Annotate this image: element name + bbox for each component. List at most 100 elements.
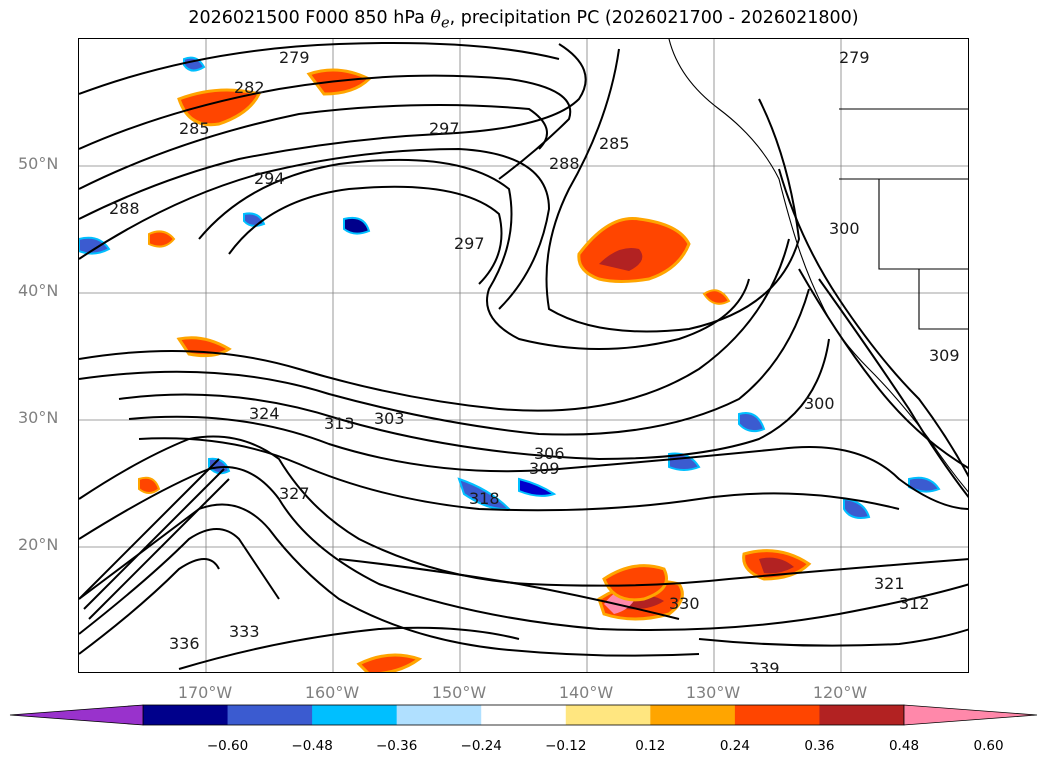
contour-label: 309 [529, 459, 560, 478]
contour-label: 297 [454, 234, 485, 253]
contour-333 [338, 558, 680, 620]
contour-318 [79, 435, 968, 587]
colorbar-tick-label: −0.12 [545, 738, 587, 754]
contour-279 [79, 42, 560, 95]
contour-label-group: 279 282 285 288 294 297 297 285 288 300 … [109, 48, 960, 672]
contour-label: 309 [929, 346, 960, 365]
contour-303 [79, 288, 810, 436]
colorbar-tick-label: −0.24 [460, 738, 502, 754]
lon-label: 170°W [177, 683, 233, 702]
title-subscript: e [440, 14, 450, 32]
precip-negative-9 [843, 497, 871, 519]
colorbar-cell [396, 705, 482, 725]
contour-330 [79, 558, 220, 655]
colorbar [9, 704, 1038, 726]
state-borders [839, 108, 968, 330]
colorbar-extend-right [903, 704, 1038, 726]
contour-front-3 [79, 458, 220, 600]
precip-negative-6 [79, 236, 111, 255]
precip-core-north-pacific [599, 248, 643, 271]
precip-negative-4 [343, 216, 371, 235]
lon-label: 150°W [431, 683, 487, 702]
contour-label: 327 [279, 484, 310, 503]
contour-label: 282 [234, 78, 265, 97]
colorbar-cell [565, 705, 651, 725]
contour-label: 312 [899, 594, 930, 613]
precip-patch-west [148, 230, 176, 248]
colorbar-tick-label: 0.12 [635, 738, 666, 754]
title-prefix: 2026021500 F000 850 hPa [188, 8, 431, 28]
lat-label: 40°N [18, 281, 59, 300]
colorbar-tick-label: 0.36 [804, 738, 835, 754]
lon-label: 140°W [558, 683, 614, 702]
contour-label: 333 [229, 622, 260, 641]
precip-patch-southwest [138, 476, 161, 494]
colorbar-cell [143, 705, 229, 725]
contour-label: 321 [874, 574, 905, 593]
lat-label: 30°N [18, 408, 59, 427]
theta-e-contours [79, 42, 968, 670]
colorbar-cell [734, 705, 820, 725]
contour-label: 297 [429, 119, 460, 138]
contour-285-inner [545, 48, 801, 333]
contour-label: 306 [534, 444, 565, 463]
lat-label: 50°N [18, 154, 59, 173]
contour-label: 288 [109, 199, 140, 218]
contour-label: 330 [669, 594, 700, 613]
contour-coast-1 [778, 168, 968, 478]
colorbar-tick-label: 0.24 [719, 738, 750, 754]
colorbar-tick-label: −0.36 [375, 738, 418, 754]
contour-300 [79, 238, 790, 412]
title-suffix: , precipitation PC (2026021700 - 2026021… [449, 8, 859, 28]
lon-label: 160°W [304, 683, 360, 702]
chart-title: 2026021500 F000 850 hPa θe, precipitatio… [0, 8, 1047, 32]
colorbar-tick-label: −0.60 [206, 738, 249, 754]
contour-285 [79, 104, 548, 190]
contour-label: 279 [279, 48, 310, 67]
contour-313 [138, 437, 900, 512]
contour-309 [128, 415, 968, 510]
colorbar-cell [481, 705, 567, 725]
contour-label: 324 [249, 404, 280, 423]
contour-306 [118, 338, 830, 461]
coastline [668, 39, 968, 493]
title-symbol: θ [430, 8, 441, 28]
contour-coast-3 [818, 278, 968, 499]
contour-label: 288 [549, 154, 580, 173]
contour-label: 336 [169, 634, 200, 653]
contour-294 [198, 158, 750, 350]
precip-patch-south-west [356, 653, 423, 672]
precip-patch-gulf [177, 88, 262, 127]
contour-front-2 [83, 468, 225, 610]
contour-label: 313 [324, 414, 355, 433]
colorbar-cells [142, 704, 905, 726]
colorbar-extend-left [9, 704, 144, 726]
precip-patch-gulf-2 [306, 68, 372, 96]
contour-339 [698, 628, 968, 647]
colorbar-cell [819, 705, 905, 725]
colorbar-tick-label: −0.48 [291, 738, 333, 754]
coastline-west-america [668, 39, 968, 493]
colorbar-cell [312, 705, 398, 725]
precip-negative-5 [243, 212, 266, 227]
colorbar-cell [650, 705, 736, 725]
contour-label: 285 [179, 119, 210, 138]
contour-coast-2 [798, 268, 968, 469]
colorbar-cell [227, 705, 313, 725]
contour-291 [79, 147, 551, 310]
precip-negative-1 [518, 477, 557, 497]
contour-324 [79, 503, 700, 657]
contour-front-1 [88, 478, 230, 620]
lon-label: 120°W [812, 683, 868, 702]
contour-327 [79, 528, 280, 635]
precip-fills [79, 56, 941, 672]
contour-label: 285 [599, 134, 630, 153]
map-panel: 279 282 285 288 294 297 297 285 288 300 … [78, 38, 969, 673]
contour-label: 294 [254, 169, 285, 188]
contour-label: 303 [374, 409, 405, 428]
lat-label: 20°N [18, 535, 59, 554]
contour-282 [79, 74, 572, 180]
contour-288 [79, 43, 587, 220]
precip-patch-coast [702, 289, 731, 305]
lon-label: 130°W [685, 683, 741, 702]
